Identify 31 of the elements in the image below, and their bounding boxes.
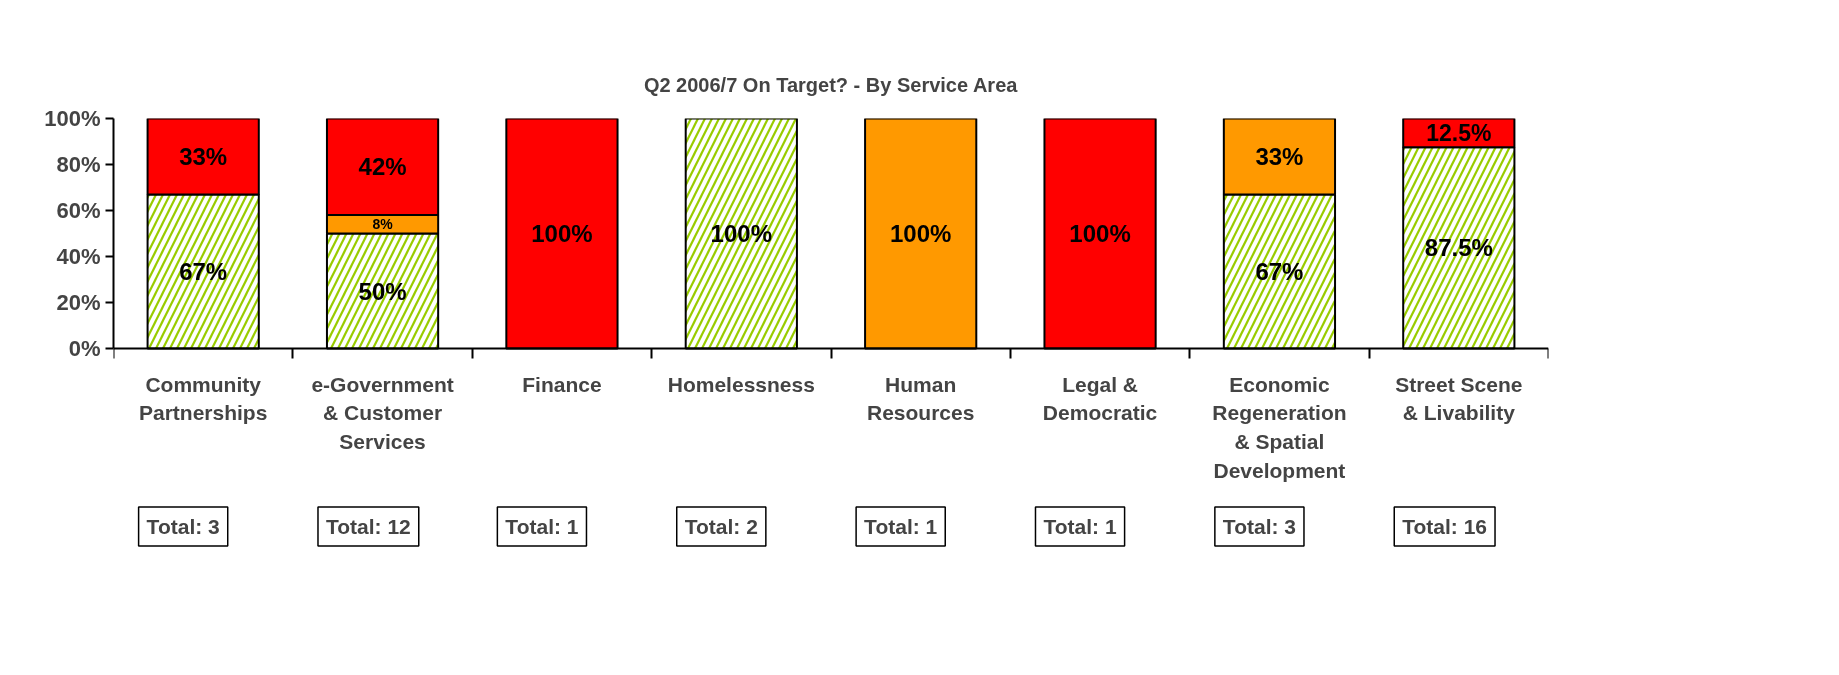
x-tick-label: Finance bbox=[522, 372, 602, 396]
text: Total: 3 bbox=[1222, 515, 1296, 538]
text: Total: 16 bbox=[1402, 515, 1488, 538]
x-tick-label: e-Government & Customer Services bbox=[311, 372, 454, 453]
text: Total: 1 bbox=[1043, 515, 1117, 538]
x-tick-label: Economic Regeneration & Spatial Development bbox=[1212, 372, 1347, 482]
text: Total: 1 bbox=[864, 515, 938, 538]
y-tick-label: 20% bbox=[56, 290, 101, 315]
text: Total: 1 bbox=[505, 515, 579, 538]
text: Total: 2 bbox=[684, 515, 758, 538]
y-tick-label: 0% bbox=[68, 336, 101, 361]
y-tick-label: 60% bbox=[56, 198, 101, 223]
x-tick-label: Human Resources bbox=[866, 372, 975, 425]
y-tick-label: 100% bbox=[44, 106, 101, 131]
data-label: 33% bbox=[179, 142, 228, 170]
x-tick-label: Street Scene & Livability bbox=[1395, 372, 1523, 425]
x-tick-label: Legal & Democratic bbox=[1042, 372, 1158, 425]
data-label: 100% bbox=[1069, 220, 1131, 247]
data-label: 100% bbox=[890, 220, 952, 247]
data-label: 100% bbox=[531, 220, 593, 247]
data-label: 42% bbox=[358, 153, 407, 181]
data-label: 8% bbox=[372, 216, 394, 233]
text: Total: 3 bbox=[146, 515, 220, 538]
text: Total: 12 bbox=[325, 515, 411, 538]
data-label: 12.5% bbox=[1426, 119, 1492, 146]
x-tick-label: Homelessness bbox=[667, 372, 815, 396]
y-tick-label: 40% bbox=[56, 244, 101, 269]
chart-title: Q2 2006/7 On Target? - By Service Area bbox=[643, 74, 1019, 96]
y-tick-label: 80% bbox=[56, 152, 101, 177]
data-label: 33% bbox=[1255, 142, 1304, 170]
x-tick-label: Community Partnerships bbox=[139, 372, 268, 425]
